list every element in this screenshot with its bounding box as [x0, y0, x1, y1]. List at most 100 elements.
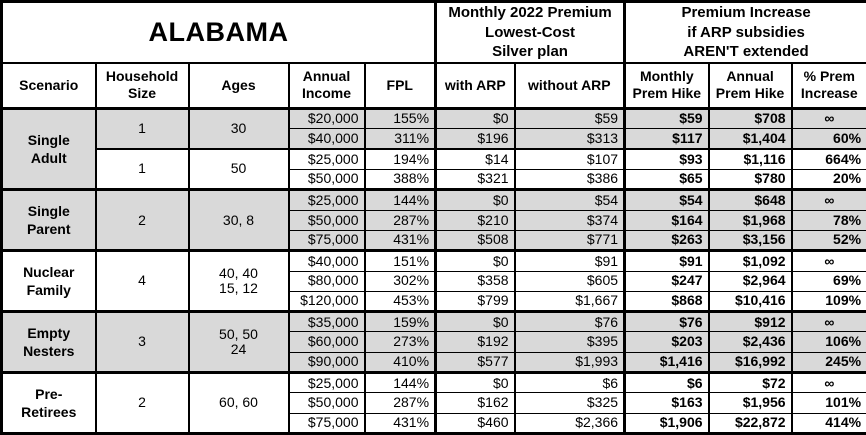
annual-hike-cell: $1,092 [707, 249, 793, 272]
without-arp-cell: $59 [513, 106, 626, 130]
with-arp-cell: $799 [434, 290, 516, 313]
monthly-hike-cell: $76 [623, 310, 710, 333]
monthly-hike-cell: $93 [623, 148, 710, 170]
annual-hike-cell: $2,436 [707, 331, 793, 353]
table-row: Single Parent 2 30, 8 $25,000 144% $0 $54 $54 $6… [0, 188, 866, 252]
table-row: $75,000 431% $460 $2,366 $1,906 $22,872 414% [2, 412, 866, 435]
table-row: $60,000 273% $192 $395 $203 $2,436 106% [2, 331, 866, 353]
with-arp-cell: $321 [434, 168, 516, 191]
household-size-cell: 4 [94, 249, 190, 313]
ages-cell: 30, 8 [187, 188, 290, 252]
scenario-cell: Single Adult [0, 106, 97, 191]
table-row: 1 50 $25,000 194% $14 $107 $93 $1,116 664% [2, 148, 866, 191]
monthly-premium-group-header: Monthly 2022 Premium Lowest-Cost Silver … [434, 0, 626, 64]
pct-increase-cell: 78% [790, 209, 866, 231]
without-arp-cell: $2,366 [513, 412, 626, 435]
fpl-cell: 302% [363, 270, 437, 292]
annual-hike-cell: $912 [707, 310, 793, 333]
annual-income-cell: $25,000 [287, 148, 366, 170]
annual-income-cell: $25,000 [287, 188, 366, 211]
household-size-cell: 1 [94, 107, 190, 150]
group-header-row: ALABAMA Monthly 2022 Premium Lowest-Cost… [0, 0, 866, 64]
col-header-monthly-prem-hike: Monthly Prem Hike [623, 61, 710, 110]
household-size-cell: 2 [94, 188, 190, 252]
pct-increase-cell: 20% [790, 168, 866, 191]
table-row: Nuclear Family 4 40, 40 15, 12 $40,000 151% $… [0, 249, 866, 313]
without-arp-cell: $1,667 [513, 290, 626, 313]
annual-income-cell: $75,000 [287, 229, 366, 252]
annual-hike-cell: $1,116 [707, 148, 793, 170]
pct-increase-cell: ∞ [790, 371, 866, 394]
with-arp-cell: $0 [434, 371, 516, 394]
annual-hike-cell: $1,956 [707, 392, 793, 414]
col-header-fpl: FPL [363, 61, 437, 110]
without-arp-cell: $313 [513, 128, 626, 150]
monthly-hike-cell: $263 [623, 229, 710, 252]
without-arp-cell: $386 [513, 168, 626, 191]
table-row: Pre- Retirees 2 60, 60 $25,000 144% $0 $6 $6 $72… [0, 371, 866, 434]
fpl-cell: 410% [363, 351, 437, 374]
scenario-cell: Single Parent [0, 188, 97, 252]
without-arp-cell: $374 [513, 209, 626, 231]
col-header-pct-prem-increase: % Prem Increase [790, 61, 866, 110]
scenario-cell: Nuclear Family [0, 249, 97, 313]
monthly-hike-cell: $54 [623, 188, 710, 211]
annual-income-cell: $50,000 [287, 392, 366, 414]
monthly-hike-cell: $1,906 [623, 412, 710, 435]
fpl-cell: 273% [363, 331, 437, 353]
ages-cell: 60, 60 [187, 371, 290, 434]
pct-increase-cell: 101% [790, 392, 866, 414]
with-arp-cell: $577 [434, 351, 516, 374]
without-arp-cell: $771 [513, 229, 626, 252]
pct-increase-cell: 69% [790, 270, 866, 292]
annual-hike-cell: $16,992 [707, 351, 793, 374]
table-row: $50,000 287% $210 $374 $164 $1,968 78% [2, 209, 866, 231]
annual-income-cell: $80,000 [287, 270, 366, 292]
table-body: Single Adult 1 30 $20,000 155% $0 $59 $59 $708 ∞ $… [0, 106, 866, 435]
with-arp-cell: $358 [434, 270, 516, 292]
household-size-cell: 2 [94, 371, 190, 434]
without-arp-cell: $325 [513, 392, 626, 414]
annual-income-cell: $20,000 [287, 106, 366, 130]
without-arp-cell: $1,993 [513, 351, 626, 374]
fpl-cell: 388% [363, 168, 437, 191]
annual-hike-cell: $1,968 [707, 209, 793, 231]
with-arp-cell: $0 [434, 249, 516, 272]
without-arp-cell: $6 [513, 371, 626, 394]
annual-hike-cell: $3,156 [707, 229, 793, 252]
ages-cell: 50, 50 24 [187, 310, 290, 374]
monthly-hike-cell: $1,416 [623, 351, 710, 374]
with-arp-cell: $0 [434, 106, 516, 130]
fpl-cell: 431% [363, 229, 437, 252]
table-row: $75,000 431% $508 $771 $263 $3,156 52% [2, 229, 866, 252]
pct-increase-cell: 109% [790, 290, 866, 313]
monthly-hike-cell: $247 [623, 270, 710, 292]
annual-income-cell: $50,000 [287, 168, 366, 191]
annual-hike-cell: $22,872 [707, 412, 793, 435]
without-arp-cell: $76 [513, 310, 626, 333]
pct-increase-cell: 245% [790, 351, 866, 374]
household-size-cell: 1 [94, 148, 190, 191]
pct-increase-cell: ∞ [790, 249, 866, 272]
pct-increase-cell: 414% [790, 412, 866, 435]
pct-increase-cell: ∞ [790, 106, 866, 130]
ages-cell: 30 [187, 107, 290, 150]
fpl-cell: 453% [363, 290, 437, 313]
ages-cell: 40, 40 15, 12 [187, 249, 290, 313]
annual-income-cell: $40,000 [287, 249, 366, 272]
table-row: $40,000 311% $196 $313 $117 $1,404 60% [2, 128, 866, 150]
annual-income-cell: $25,000 [287, 371, 366, 394]
col-header-with-arp: with ARP [434, 61, 516, 110]
fpl-cell: 159% [363, 310, 437, 333]
table-row: Single Adult 1 30 $20,000 155% $0 $59 $59 $708 ∞ [0, 106, 866, 191]
annual-hike-cell: $780 [707, 168, 793, 191]
pct-increase-cell: 52% [790, 229, 866, 252]
annual-income-cell: $35,000 [287, 310, 366, 333]
column-header-row: Scenario Household Size Ages Annual Inco… [0, 61, 866, 110]
state-title: ALABAMA [0, 0, 437, 64]
without-arp-cell: $395 [513, 331, 626, 353]
monthly-hike-cell: $65 [623, 168, 710, 191]
pct-increase-cell: ∞ [790, 310, 866, 333]
table-row: Empty Nesters 3 50, 50 24 $35,000 159% $0 $76 $… [0, 310, 866, 374]
